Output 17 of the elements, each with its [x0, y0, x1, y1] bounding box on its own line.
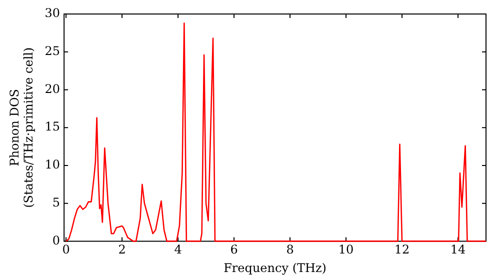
y-tick-label: 25: [44, 44, 60, 58]
x-tick-label: 10: [338, 242, 354, 257]
x-tick-label: 0: [62, 242, 70, 257]
y-tick-label: 0: [52, 233, 60, 248]
x-tick-label: 4: [174, 242, 182, 257]
y-tick-label: 5: [52, 195, 60, 210]
y-tick-label: 20: [44, 82, 60, 96]
y-tick-label: 10: [44, 158, 60, 172]
x-tick-label: 14: [450, 242, 466, 257]
x-tick-label: 12: [394, 242, 410, 257]
x-tick-label: 8: [286, 242, 294, 257]
x-tick-label: 2: [118, 242, 126, 257]
x-tick-label: 6: [230, 242, 238, 257]
y-tick-label: 30: [44, 6, 60, 20]
x-axis-title: Frequency (THz): [224, 260, 326, 275]
y-tick-label: 15: [44, 120, 60, 134]
y-axis-title: Phonon DOS (States/THz·primitive cell): [7, 47, 36, 208]
